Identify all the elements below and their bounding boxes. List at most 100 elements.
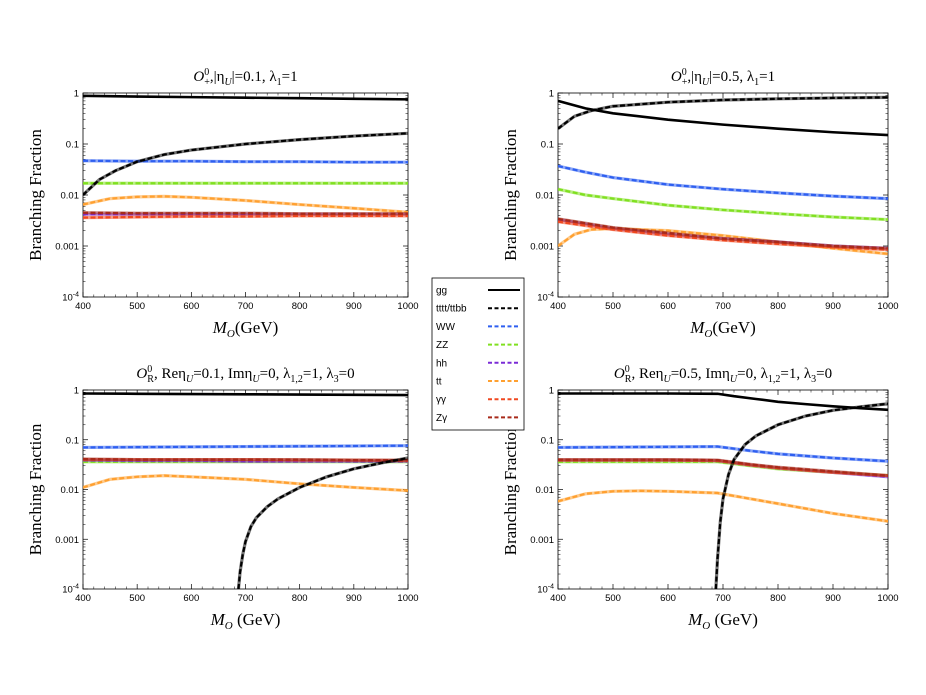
x-tick-label: 700	[238, 593, 254, 604]
y-axis-title: Branching Fraction	[26, 423, 45, 555]
x-tick-label: 1000	[877, 301, 898, 312]
series-line-tt	[83, 195, 408, 214]
y-tick-label: 10-4	[537, 292, 554, 304]
series-line-hh-glow	[558, 217, 888, 250]
series-line-gg	[83, 392, 408, 397]
x-tick-label: 800	[770, 301, 786, 312]
y-tick-label: 0.1	[66, 435, 79, 446]
x-tick-label: 700	[238, 301, 254, 312]
x-axis-title: MO (GeV)	[687, 610, 758, 632]
x-tick-label: 800	[770, 593, 786, 604]
x-tick-label: 900	[825, 301, 841, 312]
x-tick-label: 400	[75, 593, 91, 604]
x-tick-label: 400	[75, 301, 91, 312]
legend-label: tt	[436, 377, 442, 388]
series-line-tttt/ttbb	[237, 456, 408, 589]
x-tick-label: 600	[183, 593, 199, 604]
y-tick-label: 1	[549, 386, 554, 397]
legend-label: tttt/ttbb	[436, 304, 467, 315]
y-tick-label: 1	[549, 89, 554, 100]
series-layer	[83, 94, 408, 220]
plot-frame	[557, 389, 889, 590]
y-tick-label: 10-4	[62, 584, 79, 596]
series-layer	[558, 95, 888, 256]
y-tick-label: 1	[74, 89, 79, 100]
series-line-gg	[558, 99, 888, 137]
y-axis-title: Branching Fraction	[501, 129, 520, 261]
y-tick-label: 0.001	[55, 242, 79, 253]
panel-title: O0 +,|ηU|=0.5, λ1=1	[671, 67, 775, 88]
series-line-Zγ	[83, 457, 408, 462]
y-tick-label: 0.1	[66, 140, 79, 151]
x-tick-label: 500	[129, 301, 145, 312]
x-tick-label: 900	[825, 593, 841, 604]
series-line-Zγ	[83, 211, 408, 215]
y-tick-label: 0.001	[530, 242, 554, 253]
x-tick-label: 1000	[397, 301, 418, 312]
legend-label: gg	[436, 286, 447, 297]
x-tick-label: 500	[605, 593, 621, 604]
panel-title: O0 R, ReηU=0.1, ImηU=0, λ1,2=1, λ3=0	[136, 364, 354, 385]
legend-label: hh	[436, 358, 447, 369]
x-tick-label: 800	[292, 301, 308, 312]
y-tick-label: 0.01	[61, 191, 80, 202]
series-line-gg	[83, 94, 408, 101]
series-line-WW	[558, 445, 888, 463]
legend-box	[431, 277, 525, 431]
plot-frame	[82, 389, 409, 590]
x-tick-label: 500	[129, 593, 145, 604]
chart-panel-2: 400 500 600 700 800 900 1000 1 0.1 0.01 0.001 10-4 B…	[501, 67, 899, 340]
y-tick-label: 0.1	[541, 435, 554, 446]
series-line-ZZ	[558, 188, 888, 221]
series-line-tttt/ttbb-glow	[83, 131, 408, 197]
series-line-hh	[558, 218, 888, 250]
series-line-Zγ-glow	[558, 217, 888, 250]
y-tick-label: 0.01	[61, 485, 80, 496]
y-tick-label: 0.01	[536, 191, 555, 202]
series-line-WW	[558, 164, 888, 200]
chart-panel-4: 400 500 600 700 800 900 1000 1 0.1 0.01 0.001 10-4 B…	[501, 364, 899, 632]
series-line-tt-glow	[83, 194, 408, 214]
series-line-tttt/ttbb	[83, 132, 408, 196]
x-axis-title: MO(GeV)	[212, 318, 279, 340]
legend-label: γγ	[436, 395, 446, 406]
series-layer	[558, 392, 888, 589]
x-tick-label: 900	[346, 593, 362, 604]
x-tick-label: 400	[550, 593, 566, 604]
legend-label: WW	[436, 322, 455, 333]
x-axis-title: MO (GeV)	[210, 610, 281, 632]
y-tick-label: 1	[74, 386, 79, 397]
y-tick-label: 0.01	[536, 485, 555, 496]
x-tick-label: 1000	[877, 593, 898, 604]
legend-label: ZZ	[436, 340, 448, 351]
x-axis-title: MO(GeV)	[689, 318, 756, 340]
series-line-γγ	[558, 220, 888, 251]
series-line-WW	[83, 444, 408, 449]
x-tick-label: 800	[292, 593, 308, 604]
y-axis-title: Branching Fraction	[26, 129, 45, 261]
panel-title: O0 +,|ηU|=0.1, λ1=1	[193, 67, 297, 88]
x-tick-label: 600	[183, 301, 199, 312]
x-tick-label: 1000	[397, 593, 418, 604]
y-tick-label: 0.001	[530, 535, 554, 546]
series-line-gg	[558, 392, 888, 412]
panel-title: O0 R, ReηU=0.5, ImηU=0, λ1,2=1, λ3=0	[614, 364, 832, 385]
x-tick-label: 600	[660, 593, 676, 604]
series-layer	[83, 392, 408, 589]
chart-panel-3: 400 500 600 700 800 900 1000 1 0.1 0.01 0.001 10-4 B…	[26, 364, 419, 632]
x-tick-label: 600	[660, 301, 676, 312]
x-tick-label: 900	[346, 301, 362, 312]
series-line-tttt/ttbb-glow	[714, 402, 888, 589]
series-line-tt	[558, 489, 888, 523]
x-tick-label: 700	[715, 301, 731, 312]
y-tick-label: 0.001	[55, 535, 79, 546]
legend-label: Zγ	[436, 413, 447, 424]
legend: gg tttt/ttbb WW ZZ hh tt γγ Zγ	[431, 277, 525, 431]
y-axis-title: Branching Fraction	[501, 423, 520, 555]
series-line-γγ	[83, 214, 408, 219]
x-tick-label: 700	[715, 593, 731, 604]
y-tick-label: 0.1	[541, 140, 554, 151]
plot-frame	[82, 92, 409, 298]
series-line-ZZ-glow	[558, 187, 888, 222]
